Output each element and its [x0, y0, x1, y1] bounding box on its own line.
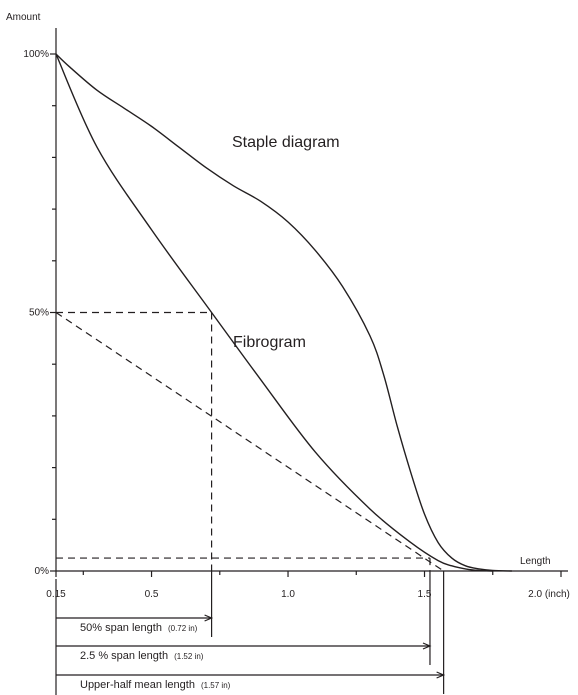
fibrogram-label: Fibrogram [233, 334, 306, 351]
staple-diagram-curve [55, 53, 512, 572]
axes [55, 28, 568, 572]
span-arrowhead [204, 614, 214, 622]
x-tick-label: 1.0 [281, 589, 295, 600]
x-tick-label: 2.0 (inch) [528, 589, 570, 600]
y-tick-label: 0% [35, 566, 50, 577]
dashed-guide-line [55, 312, 444, 572]
span-label-text: Upper-half mean length [80, 679, 195, 691]
y-axis-label: Amount [6, 12, 41, 23]
span-arrowhead [422, 642, 432, 650]
span-label-text: 50% span length [80, 622, 162, 634]
span-annotations: 50% span length (0.72 in) 2.5 % span lengt… [55, 571, 446, 695]
fibrogram-curve [55, 53, 493, 572]
span-label: Upper-half mean length (1.57 in) [80, 679, 231, 691]
y-tick-label: 100% [23, 49, 49, 60]
dashed-guides [55, 311, 444, 572]
span-label: 50% span length (0.72 in) [80, 622, 198, 634]
y-tick-label: 50% [29, 308, 49, 319]
span-label: 2.5 % span length (1.52 in) [80, 650, 204, 662]
span-value-text: (1.52 in) [174, 652, 204, 661]
span-value-text: (1.57 in) [201, 681, 231, 690]
x-axis-label: Length [520, 556, 551, 567]
span-arrowhead [436, 671, 446, 679]
span-value-text: (0.72 in) [168, 624, 198, 633]
x-tick-label: 1.5 [418, 589, 432, 600]
span-label-text: 2.5 % span length [80, 650, 168, 662]
x-tick-label: 0.5 [145, 589, 159, 600]
staple-diagram-label: Staple diagram [232, 134, 340, 151]
curves [55, 53, 512, 572]
ticks: 0.15 0.5 1.0 1.5 2.0 (inch)0%50%100% [23, 49, 569, 600]
